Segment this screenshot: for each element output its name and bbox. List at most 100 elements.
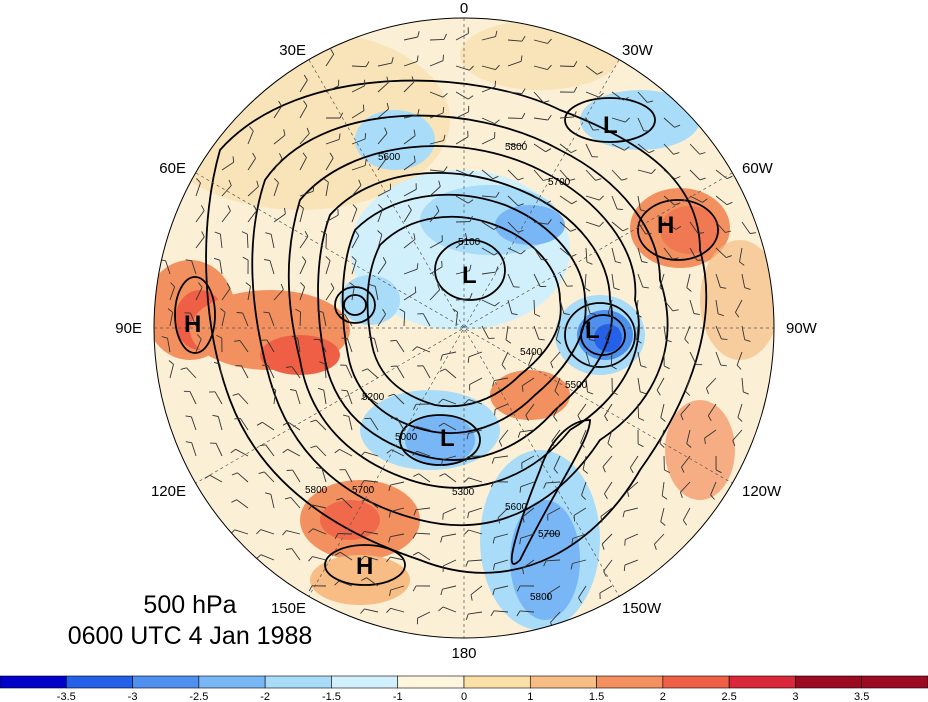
lon-label-60w: 60W [742, 160, 774, 177]
wind-barb [732, 429, 743, 441]
wind-barb [269, 260, 275, 275]
wind-barb-flag [438, 398, 444, 404]
wind-barb [525, 403, 535, 416]
wind-barb [663, 221, 677, 230]
wind-barb-flag [617, 208, 624, 211]
wind-barb-flag [589, 365, 596, 368]
wind-barb [315, 419, 327, 431]
wind-barb [547, 585, 561, 594]
wind-barb-flag [604, 493, 608, 500]
wind-barb [559, 65, 575, 67]
wind-barb-flag [554, 390, 560, 396]
wind-barb [299, 79, 308, 93]
wind-barb-flag [492, 175, 499, 180]
low-center: L [585, 317, 600, 344]
wind-barb-flag [470, 594, 473, 601]
wind-barb-flag [440, 459, 443, 466]
wind-barb-flag [389, 589, 392, 596]
wind-barb [403, 188, 417, 197]
wind-barb-flag [636, 339, 642, 344]
wind-barb [312, 504, 327, 509]
wind-barb [442, 606, 457, 613]
wind-barb-flag [442, 92, 448, 98]
wind-barb-flag [161, 336, 168, 339]
wind-barb-flag [236, 312, 243, 314]
wind-barb [715, 221, 726, 233]
wind-barb [507, 39, 523, 42]
wind-barb [520, 481, 535, 488]
wind-barb [209, 474, 223, 483]
wind-barb-flag [439, 368, 446, 372]
wind-barb [581, 481, 587, 496]
wind-barb [481, 117, 495, 125]
wind-barb [351, 286, 355, 301]
wind-barb-flag [352, 204, 358, 210]
wind-barb [377, 262, 387, 275]
wind-barb-flag [494, 119, 500, 124]
wind-barb [195, 338, 202, 353]
wind-barb [551, 429, 561, 442]
wind-barb-flag [439, 473, 445, 477]
wind-barb-flag [715, 469, 722, 474]
wind-barb [507, 91, 522, 95]
wind-barb [273, 289, 284, 301]
wind-barb-flag [699, 177, 706, 181]
wind-barb-flag [220, 308, 226, 313]
wind-barb [467, 455, 483, 457]
wind-barb [481, 325, 489, 339]
wind-barb-flag [440, 354, 443, 361]
wind-barb [659, 273, 665, 288]
wind-barb [237, 472, 249, 483]
colorbar-segment [795, 675, 863, 689]
wind-barb [559, 116, 575, 119]
wind-barb-flag [495, 30, 498, 37]
wind-barb-flag [230, 448, 236, 454]
wind-barb [186, 367, 197, 379]
wind-barb-flag [361, 498, 368, 502]
wind-barb [481, 86, 496, 93]
wind-barb-flag [412, 551, 419, 556]
lon-label-150e: 150E [271, 600, 306, 617]
wind-barb-flag [705, 388, 709, 395]
wind-barb [377, 108, 389, 119]
wind-barb-flag [304, 230, 309, 237]
wind-barb [238, 393, 249, 405]
wind-barb-flag [282, 448, 288, 454]
wind-barb-flag [185, 441, 192, 444]
wind-barb [637, 221, 646, 235]
wind-barb [417, 611, 431, 619]
wind-barb-flag [569, 178, 576, 181]
wind-barb [654, 533, 665, 545]
wind-barb [519, 610, 535, 613]
wind-barb-flag [265, 232, 272, 235]
lon-label-180: 180 [451, 645, 476, 662]
wind-barb-flag [623, 565, 626, 572]
wind-barb [585, 195, 600, 201]
wind-barb-flag [492, 563, 496, 570]
wind-barb-flag [303, 74, 308, 81]
wind-barb [390, 481, 405, 486]
lon-label-90e: 90E [115, 320, 142, 337]
wind-barb-flag [383, 153, 387, 159]
wind-barb [429, 140, 444, 145]
wind-barb [637, 143, 650, 154]
wind-barb [429, 91, 444, 98]
wind-barb [347, 338, 353, 353]
wind-barb [377, 189, 391, 197]
wind-barb [247, 130, 254, 145]
wind-barb [636, 325, 639, 340]
wind-barb-flag [570, 563, 573, 570]
wind-barb [611, 195, 618, 210]
wind-barb [528, 351, 535, 366]
wind-barb-flag [412, 426, 417, 432]
wind-barb [739, 247, 743, 262]
wind-barb-flag [464, 399, 470, 405]
wind-barb [585, 143, 593, 157]
wind-barb [390, 585, 405, 591]
wind-barb-flag [601, 543, 605, 550]
wind-barb [351, 85, 365, 93]
wind-barb [686, 273, 691, 288]
wind-barb [390, 533, 405, 538]
colorbar-segment [65, 675, 133, 689]
